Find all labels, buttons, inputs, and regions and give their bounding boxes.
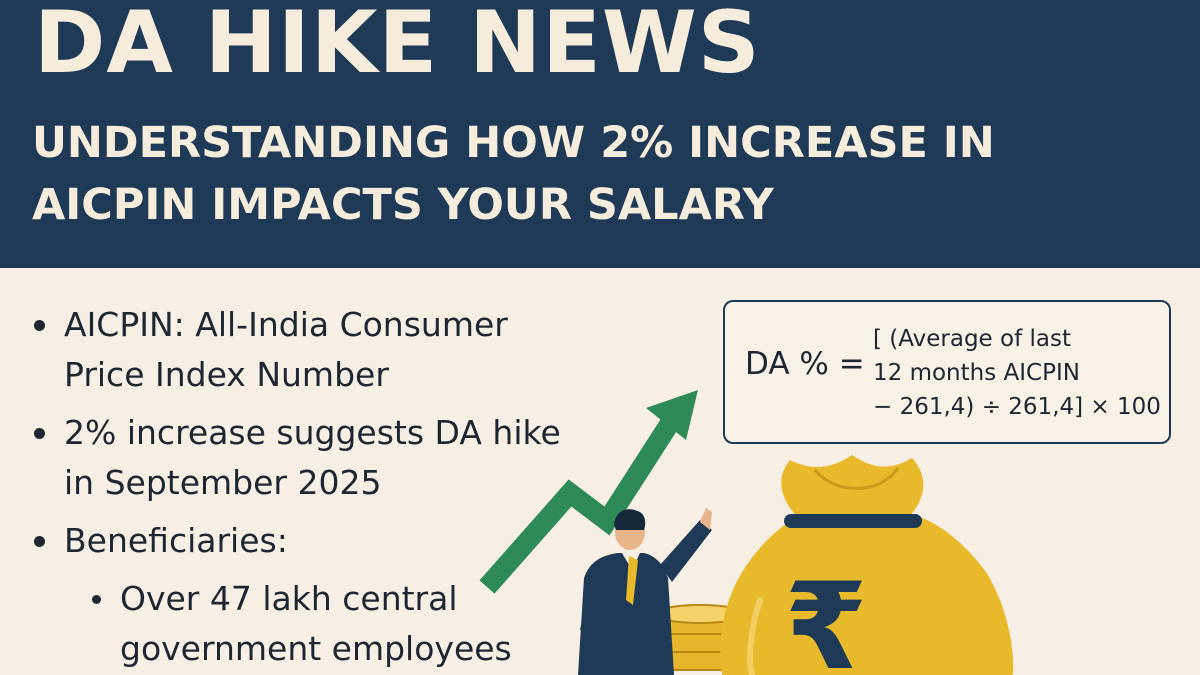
page-title: DA HIKE NEWS [34,0,761,93]
bullet-dot-icon [34,536,45,547]
person-pointing-icon [578,508,712,675]
coin-stack-icon [595,604,748,675]
formula-line-2: 12 months AICPIN [873,360,1080,386]
bullet-text: Beneficiaries: [64,521,288,560]
formula-rhs: [ (Average of last 12 months AICPIN − 26… [873,322,1161,424]
bullet-item-beneficiaries: Beneficiaries: [28,516,588,566]
bullet-dot-icon [34,428,45,439]
bullet-list: AICPIN: All-India Consumer Price Index N… [28,300,588,674]
formula-line-3: − 261,4) ÷ 261,4] × 100 [873,394,1161,420]
formula-box: DA % = [ (Average of last 12 months AICP… [723,300,1171,444]
header-banner: DA HIKE NEWS UNDERSTANDING HOW 2% INCREA… [0,0,1200,268]
bullet-dot-icon [34,320,45,331]
sub-bullet-dot-icon [92,595,101,604]
formula-line-1: [ (Average of last [873,326,1071,352]
bullet-item-aicpin: AICPIN: All-India Consumer Price Index N… [28,300,588,400]
bullet-text: AICPIN: All-India Consumer Price Index N… [64,305,508,394]
page-subtitle: UNDERSTANDING HOW 2% INCREASE IN AICPIN … [32,118,995,230]
sub-bullet-text: Over 47 lakh central government employee… [120,579,512,668]
formula-lhs: DA % = [745,346,865,382]
bullet-item-increase: 2% increase suggests DA hike in Septembe… [28,408,588,508]
rupee-symbol: ₹ [784,558,868,675]
money-bag-icon: ₹ [720,455,1014,675]
bullet-text: 2% increase suggests DA hike in Septembe… [64,413,561,502]
sub-bullet-item-employees: Over 47 lakh central government employee… [90,574,588,674]
